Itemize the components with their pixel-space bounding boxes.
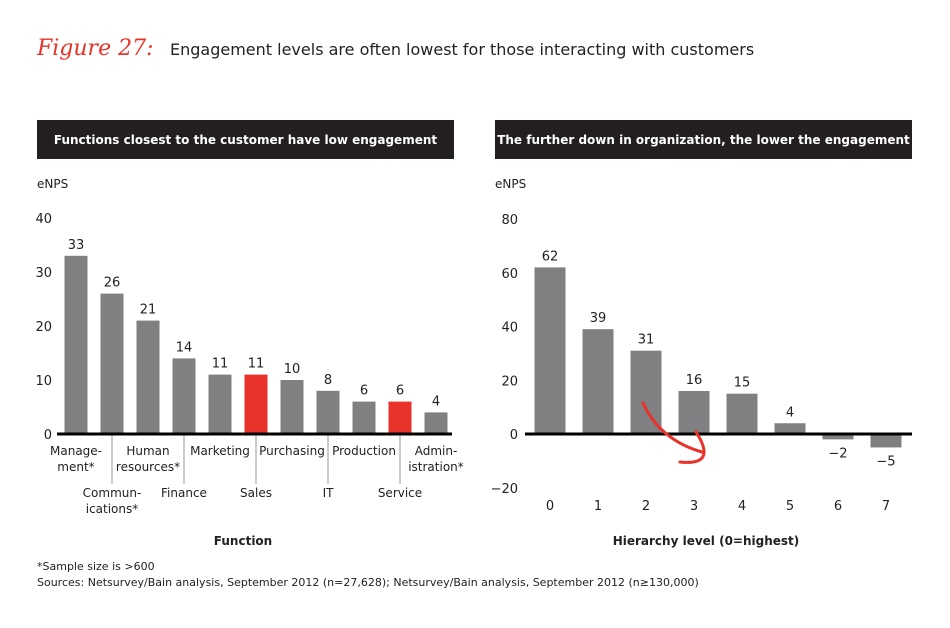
category-label: Production	[332, 444, 396, 458]
y-tick-label: 0	[44, 428, 52, 443]
category-label: 0	[546, 499, 554, 514]
bar-administration	[424, 412, 448, 434]
y-tick-label: 10	[35, 374, 52, 389]
bar-communications	[100, 293, 124, 434]
bar-service	[388, 401, 412, 434]
data-label: 16	[686, 373, 703, 388]
figure-title: Engagement levels are often lowest for t…	[170, 40, 755, 59]
y-tick-label: 60	[501, 267, 518, 282]
sources: Sources: Netsurvey/Bain analysis, Septem…	[37, 576, 699, 589]
bar-marketing	[208, 374, 232, 434]
data-label: 10	[284, 362, 301, 377]
data-label: 62	[542, 249, 559, 264]
bar-level-0	[534, 267, 566, 434]
bar-production	[352, 401, 376, 434]
data-label: 14	[176, 340, 193, 355]
bar-level-3	[678, 391, 710, 434]
data-label: 33	[68, 238, 85, 253]
y-tick-label: 0	[510, 428, 518, 443]
y-tick-label: −20	[491, 482, 518, 497]
category-label: Purchasing	[259, 444, 325, 458]
category-label: ications*	[86, 502, 139, 516]
category-label: Marketing	[190, 444, 250, 458]
right-chart-title: The further down in organization, the lo…	[495, 120, 912, 159]
category-label: Manage-	[50, 444, 102, 458]
x-axis-label: Hierarchy level (0=highest)	[613, 534, 800, 548]
bar-level-2	[630, 350, 662, 434]
category-label: Admin-	[415, 444, 458, 458]
bar-level-7	[870, 434, 902, 448]
data-label: 39	[590, 311, 607, 326]
category-label: Sales	[240, 486, 272, 500]
data-label: 8	[324, 373, 332, 388]
y-tick-label: 40	[35, 212, 52, 227]
y-tick-label: 80	[501, 213, 518, 228]
category-label: IT	[323, 486, 335, 500]
footnote: *Sample size is >600	[37, 560, 155, 573]
figure-label: Figure 27:	[37, 36, 154, 61]
bar-level-4	[726, 393, 758, 434]
bar-finance	[172, 358, 196, 434]
category-label: Commun-	[83, 486, 142, 500]
category-label: Service	[378, 486, 422, 500]
red-arrow-annotation	[641, 401, 706, 464]
bar-human-resources	[136, 320, 160, 434]
y-tick-label: 30	[35, 266, 52, 281]
data-label: −2	[828, 446, 847, 461]
y-tick-label: 20	[35, 320, 52, 335]
data-label: 31	[638, 333, 655, 348]
category-label: Human	[126, 444, 169, 458]
bar-level-6	[822, 434, 854, 440]
x-axis-label: Function	[214, 534, 272, 548]
bar-sales	[244, 374, 268, 434]
data-label: 11	[248, 357, 265, 372]
category-label: 3	[690, 499, 698, 514]
y-tick-label: 20	[501, 374, 518, 389]
category-label: resources*	[116, 460, 180, 474]
bar-purchasing	[280, 380, 304, 434]
category-label: ment*	[57, 460, 94, 474]
data-label: 15	[734, 376, 751, 391]
left-chart-title: Functions closest to the customer have l…	[37, 120, 454, 159]
data-label: 11	[212, 357, 229, 372]
data-label: 4	[786, 405, 794, 420]
category-label: 1	[594, 499, 602, 514]
y-axis-label: eNPS	[37, 177, 68, 191]
y-axis-label: eNPS	[495, 177, 526, 191]
category-label: 4	[738, 499, 746, 514]
bar-management	[64, 255, 88, 434]
bar-level-1	[582, 329, 614, 434]
data-label: 6	[396, 384, 404, 399]
category-label: 5	[786, 499, 794, 514]
category-label: 2	[642, 499, 650, 514]
y-tick-label: 40	[501, 321, 518, 336]
data-label: 6	[360, 384, 368, 399]
category-label: Finance	[161, 486, 207, 500]
category-label: istration*	[408, 460, 464, 474]
bar-it	[316, 390, 340, 434]
category-label: 6	[834, 499, 842, 514]
data-label: 26	[104, 276, 121, 291]
data-label: 4	[432, 394, 440, 409]
data-label: 21	[140, 303, 157, 318]
category-label: 7	[882, 499, 890, 514]
data-label: −5	[876, 454, 895, 469]
bar-level-5	[774, 423, 806, 434]
